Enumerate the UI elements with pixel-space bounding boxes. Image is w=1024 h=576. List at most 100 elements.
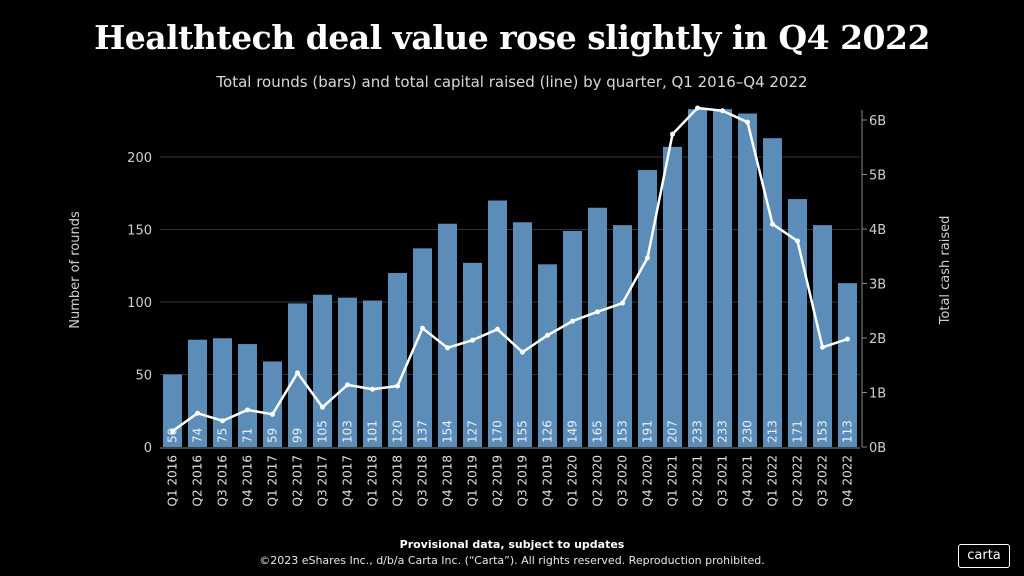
y-right-tick-label: 0B xyxy=(869,441,886,456)
line-point xyxy=(195,410,200,416)
line-point xyxy=(595,309,600,315)
bar xyxy=(188,339,207,447)
x-tick-label: Q3 2017 xyxy=(316,455,330,506)
line-point xyxy=(220,418,225,424)
bar-data-label: 103 xyxy=(341,420,355,443)
bar xyxy=(588,207,607,447)
x-tick-label: Q4 2020 xyxy=(641,455,655,506)
line-point xyxy=(520,349,525,355)
bar xyxy=(613,225,632,447)
bar-data-label: 207 xyxy=(666,420,680,443)
y-left-tick-label: 150 xyxy=(127,224,152,239)
x-tick-label: Q1 2018 xyxy=(366,455,380,506)
x-tick-label: Q3 2018 xyxy=(416,455,430,506)
y-right-tick-label: 3B xyxy=(869,278,886,293)
line-point xyxy=(695,105,700,111)
line-point xyxy=(320,404,325,410)
bar-data-label: 170 xyxy=(491,420,505,443)
bar xyxy=(688,109,707,448)
capital-line xyxy=(171,106,848,433)
x-tick-label: Q2 2019 xyxy=(491,455,505,506)
chart-title: Healthtech deal value rose slightly in Q… xyxy=(94,18,930,57)
line-point xyxy=(245,407,250,413)
bar-data-label: 59 xyxy=(266,428,280,443)
bar-data-label: 153 xyxy=(616,420,630,443)
x-tick-label: Q4 2019 xyxy=(541,455,555,506)
line-point xyxy=(295,370,300,376)
x-tick-label: Q2 2016 xyxy=(191,455,205,506)
x-tick-label: Q3 2016 xyxy=(216,455,230,506)
y-left-tick-label: 50 xyxy=(135,369,152,384)
line-point xyxy=(445,345,450,351)
bar xyxy=(638,170,657,448)
bar xyxy=(388,273,407,447)
line-point xyxy=(470,337,475,343)
line-point xyxy=(620,300,625,306)
bar-data-label: 99 xyxy=(291,428,305,443)
bar-data-label: 233 xyxy=(716,420,730,443)
bar-data-label: 230 xyxy=(741,420,755,443)
x-tick-label: Q1 2019 xyxy=(466,455,480,506)
bar-data-label: 126 xyxy=(541,420,555,443)
line-point xyxy=(570,318,575,324)
line-point xyxy=(670,131,675,137)
x-tick-label: Q2 2017 xyxy=(291,455,305,506)
bar xyxy=(813,225,832,447)
footer-copyright: ©2023 eShares Inc., d/b/a Carta Inc. (“C… xyxy=(259,554,765,567)
bar xyxy=(763,138,782,447)
bar-data-label: 213 xyxy=(766,420,780,443)
bar xyxy=(413,248,432,447)
x-tick-label: Q4 2021 xyxy=(741,455,755,506)
bar xyxy=(513,222,532,447)
line-point xyxy=(495,326,500,332)
line-point xyxy=(845,336,850,342)
y-left-tick-label: 200 xyxy=(127,151,152,166)
line-point xyxy=(720,108,725,114)
x-tick-label: Q3 2019 xyxy=(516,455,530,506)
bar-data-label: 191 xyxy=(641,420,655,443)
bar-data-label: 149 xyxy=(566,420,580,443)
line-point xyxy=(395,383,400,389)
bar xyxy=(338,297,357,447)
line-point xyxy=(795,238,800,244)
bar xyxy=(263,361,282,447)
x-tick-label: Q2 2020 xyxy=(591,455,605,506)
bar-data-label: 101 xyxy=(366,420,380,443)
y-axis-left-label: Number of rounds xyxy=(68,211,83,329)
line-point xyxy=(270,411,275,417)
x-tick-label: Q1 2017 xyxy=(266,455,280,506)
footer-note: Provisional data, subject to updates xyxy=(399,538,625,551)
x-tick-label: Q2 2022 xyxy=(791,455,805,506)
bar xyxy=(463,262,482,447)
bar xyxy=(488,200,507,447)
x-tick-label: Q4 2016 xyxy=(241,455,255,506)
line-point xyxy=(420,325,425,331)
x-tick-label: Q4 2022 xyxy=(841,455,855,506)
carta-logo: carta xyxy=(958,544,1010,568)
bar-data-label: 105 xyxy=(316,420,330,443)
x-tick-label: Q1 2020 xyxy=(566,455,580,506)
line-point xyxy=(370,386,375,392)
line-point xyxy=(345,382,350,388)
y-right-tick-label: 5B xyxy=(869,169,886,184)
bar-data-label: 120 xyxy=(391,420,405,443)
x-tick-label: Q1 2021 xyxy=(666,455,680,506)
x-tick-label: Q4 2018 xyxy=(441,455,455,506)
bar-data-label: 155 xyxy=(516,420,530,443)
bar-data-label: 233 xyxy=(691,420,705,443)
bar xyxy=(313,294,332,447)
y-left-tick-label: 100 xyxy=(127,296,152,311)
bar-data-label: 154 xyxy=(441,420,455,443)
x-tick-label: Q3 2022 xyxy=(816,455,830,506)
bar-data-label: 71 xyxy=(241,428,255,443)
x-tick-label: Q2 2021 xyxy=(691,455,705,506)
y-right-tick-label: 6B xyxy=(869,114,886,129)
bar-data-label: 113 xyxy=(841,420,855,443)
y-right-tick-label: 1B xyxy=(869,387,886,402)
line-point xyxy=(745,119,750,125)
chart-subtitle: Total rounds (bars) and total capital ra… xyxy=(216,73,808,91)
bar-data-label: 75 xyxy=(216,428,230,443)
line-point xyxy=(820,344,825,350)
y-left-tick-label: 0 xyxy=(144,441,152,456)
